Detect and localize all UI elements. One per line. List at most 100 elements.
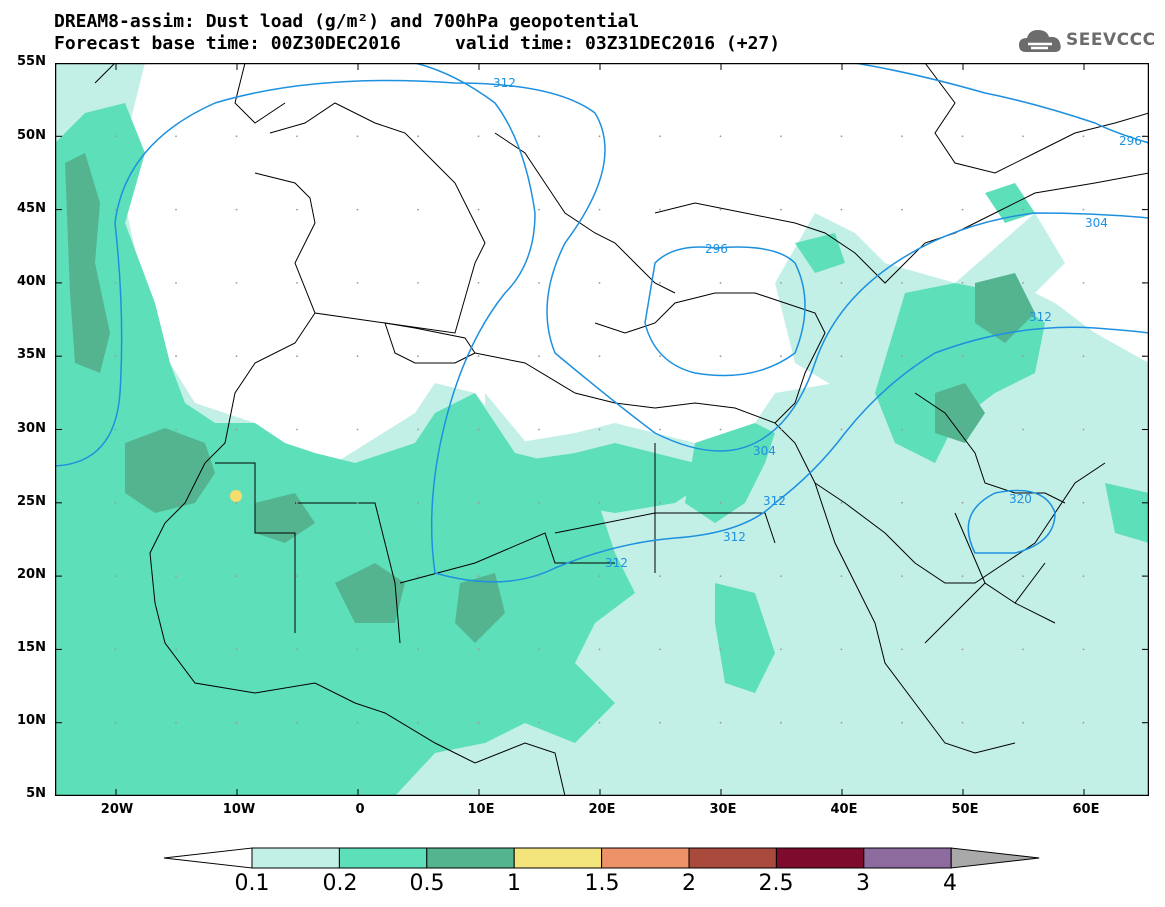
lat-label: 30N: [17, 421, 46, 436]
graticule-dot: [538, 721, 540, 724]
graticule-dot: [719, 208, 722, 211]
lat-label: 15N: [17, 640, 46, 655]
graticule-dot: [780, 208, 782, 211]
graticule-dot: [114, 135, 117, 138]
graticule-dot: [538, 208, 540, 211]
graticule-dot: [356, 355, 359, 358]
lon-label: 40E: [830, 802, 858, 817]
contour-label: 312: [1029, 310, 1052, 324]
graticule-dot: [598, 575, 601, 577]
graticule-dot: [598, 721, 601, 724]
graticule-dot: [901, 575, 903, 577]
graticule-dot: [356, 428, 359, 431]
lat-label: 35N: [17, 347, 46, 362]
graticule-dot: [417, 428, 419, 431]
graticule-dot: [901, 135, 903, 138]
graticule-dot: [356, 135, 359, 138]
graticule-dot: [538, 282, 540, 284]
graticule-dot: [840, 208, 843, 211]
graticule-dot: [719, 721, 722, 724]
graticule-dot: [296, 282, 298, 284]
graticule-dot: [659, 575, 661, 577]
contour-label: 312: [605, 556, 628, 570]
graticule-dot: [901, 355, 903, 358]
contour-label: 312: [493, 76, 516, 90]
graticule-dot: [719, 135, 722, 138]
graticule-dot: [114, 355, 117, 358]
graticule-dot: [659, 282, 661, 284]
graticule-dot: [961, 721, 964, 724]
graticule-dot: [538, 648, 540, 651]
graticule-dot: [175, 428, 177, 431]
graticule-dot: [780, 721, 782, 724]
graticule-dot: [296, 648, 298, 651]
graticule-dot: [598, 501, 601, 504]
colorbar-label: 2.5: [758, 871, 794, 896]
graticule-dot: [296, 208, 298, 211]
graticule-dot: [780, 575, 782, 577]
graticule-dot: [598, 648, 601, 651]
graticule-dot: [175, 135, 177, 138]
graticule-dot: [477, 135, 480, 138]
graticule-dot: [659, 355, 661, 358]
graticule-dot: [1082, 428, 1085, 431]
forecast-time-subtitle: Forecast base time: 00Z30DEC2016 valid t…: [54, 33, 781, 54]
graticule-dot: [538, 575, 540, 577]
colorbar-min-arrow: [163, 847, 253, 869]
graticule-dot: [719, 355, 722, 358]
lon-label: 20W: [100, 802, 134, 817]
graticule-dot: [477, 575, 480, 577]
graticule-dot: [538, 135, 540, 138]
graticule-dot: [235, 355, 238, 358]
graticule-dot: [840, 648, 843, 651]
contour-label: 304: [753, 444, 776, 458]
graticule-dot: [417, 135, 419, 138]
graticule-dot: [235, 648, 238, 651]
graticule-dot: [538, 428, 540, 431]
graticule-dot: [901, 721, 903, 724]
graticule-dot: [719, 282, 722, 284]
graticule-dot: [1082, 575, 1085, 577]
graticule-dot: [659, 428, 661, 431]
lat-label: 25N: [17, 494, 46, 509]
graticule-dot: [356, 721, 359, 724]
lon-label: 0: [355, 802, 365, 817]
graticule-dot: [175, 501, 177, 504]
colorbar-label: 1.5: [584, 871, 620, 896]
graticule-dot: [659, 721, 661, 724]
graticule-dot: [296, 135, 298, 138]
graticule-dot: [235, 208, 238, 211]
contour-label: 296: [1119, 134, 1142, 148]
graticule-dot: [235, 501, 238, 504]
graticule-dot: [477, 282, 480, 284]
graticule-dot: [961, 208, 964, 211]
graticule-dot: [659, 648, 661, 651]
graticule-dot: [961, 501, 964, 504]
graticule-dot: [235, 721, 238, 724]
colorbar-segment: [338, 847, 428, 869]
graticule-dot: [1022, 575, 1024, 577]
lat-label: 10N: [17, 713, 46, 728]
graticule-dot: [417, 208, 419, 211]
graticule-dot: [901, 648, 903, 651]
graticule-dot: [235, 575, 238, 577]
contour-label: 312: [763, 494, 786, 508]
graticule-dot: [114, 501, 117, 504]
graticule-dot: [417, 282, 419, 284]
graticule-dot: [961, 355, 964, 358]
colorbar-label: 2: [682, 871, 696, 896]
lat-label: 20N: [17, 567, 46, 582]
graticule-dot: [417, 575, 419, 577]
graticule-dot: [417, 355, 419, 358]
graticule-dot: [296, 501, 298, 504]
graticule-dot: [235, 428, 238, 431]
graticule-dot: [477, 501, 480, 504]
colorbar-segment: [251, 847, 340, 869]
graticule-dot: [840, 575, 843, 577]
graticule-dot: [901, 282, 903, 284]
lon-label: 50E: [951, 802, 979, 817]
graticule-dot: [961, 575, 964, 577]
graticule-dot: [840, 428, 843, 431]
graticule-dot: [659, 501, 661, 504]
colorbar-segment: [775, 847, 865, 869]
